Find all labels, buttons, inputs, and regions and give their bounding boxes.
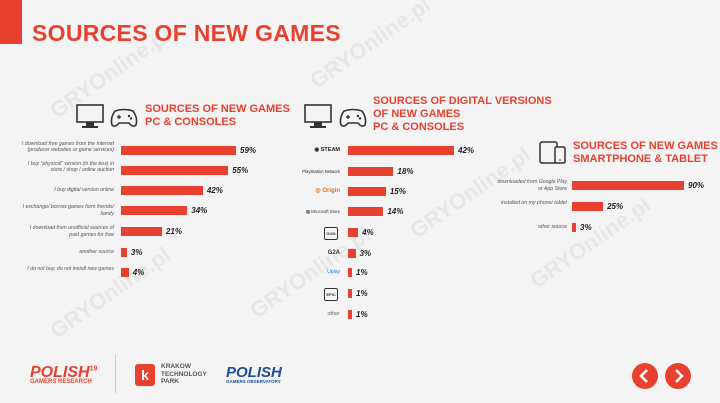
- store-logo: EPIC: [324, 288, 338, 301]
- bar: [121, 206, 188, 215]
- bar-value-label: 4%: [362, 227, 374, 237]
- store-logo: PlayStation Network: [302, 169, 340, 174]
- bar: [348, 249, 356, 258]
- store-logo: GOG: [324, 227, 338, 240]
- bar: [348, 207, 384, 216]
- chevron-left-icon: [639, 369, 648, 383]
- panel-title-mobile: SOURCES OF NEW GAMES SMARTPHONE & TABLET: [573, 140, 718, 165]
- bar-value-label: 90%: [688, 180, 705, 190]
- bar-value-label: 18%: [397, 166, 414, 176]
- watermark: GRYOnline.pl: [45, 241, 176, 344]
- store-logo: other: [327, 311, 340, 317]
- bar: [572, 223, 576, 232]
- bar-value-label: 14%: [387, 206, 404, 216]
- bar: [348, 167, 394, 176]
- ktp-mark-icon: k: [135, 364, 155, 386]
- bar: [348, 289, 352, 298]
- bar-category-label: I buy "physical" version (in the box) in…: [27, 161, 114, 174]
- bar: [121, 146, 236, 155]
- bar-value-label: 4%: [132, 267, 145, 277]
- store-logo: G2A: [327, 250, 340, 256]
- bar: [348, 146, 454, 155]
- bar: [121, 166, 229, 175]
- bar-category-label: I buy digital version online: [54, 187, 114, 194]
- bar: [121, 248, 127, 257]
- bar-category-label: I download free games from the Internet …: [22, 141, 114, 154]
- computer-icon: [76, 104, 104, 128]
- store-logo: Uplay: [327, 269, 340, 275]
- bar-value-label: 1%: [356, 288, 368, 298]
- bar-value-label: 21%: [165, 226, 182, 236]
- bar-value-label: 42%: [458, 145, 475, 155]
- bar-category-label: I do not buy, do not install new games: [27, 266, 114, 273]
- prev-slide-button[interactable]: [632, 363, 658, 389]
- bar-value-label: 1%: [356, 309, 368, 319]
- bar-value-label: 3%: [359, 248, 372, 258]
- bar: [572, 202, 604, 211]
- store-logo: ▦ Microsoft Store: [305, 209, 340, 214]
- bar-value-label: 3%: [580, 222, 592, 232]
- panel-title-pc: SOURCES OF NEW GAMES PC & CONSOLES: [145, 103, 290, 128]
- bar-value-label: 55%: [232, 165, 249, 175]
- bar: [121, 186, 203, 195]
- bar-category-label: I exchange/ borrow games form friends/ f…: [22, 204, 114, 217]
- bar-category-label: other source: [538, 224, 567, 231]
- gamepad-icon: [339, 108, 367, 127]
- bar: [572, 181, 684, 190]
- page-title: SOURCES OF NEW GAMES: [32, 20, 341, 46]
- bar: [121, 227, 162, 236]
- polish-gamers-research-logo: POLISH19 GAMERS RESEARCH: [30, 364, 98, 385]
- accent-bar: [0, 0, 22, 44]
- footer-divider: [115, 355, 116, 393]
- bar: [348, 310, 352, 319]
- bar-category-label: installed on my phone/ tablet: [500, 200, 567, 207]
- computer-icon: [304, 104, 332, 128]
- gamepad-icon: [110, 108, 138, 127]
- polish-gamers-observatory-logo: POLISH GAMERS OBSERVATORY: [226, 364, 282, 384]
- bar: [348, 228, 359, 237]
- bar: [348, 187, 386, 196]
- bar-value-label: 1%: [356, 267, 368, 277]
- bar-category-label: another source: [79, 249, 114, 256]
- store-logo: ◉ STEAM: [314, 147, 340, 153]
- phone-tablet-icon: [539, 141, 566, 164]
- bar-value-label: 42%: [206, 185, 223, 195]
- bar: [348, 268, 352, 277]
- bar-value-label: 25%: [607, 201, 624, 211]
- store-logo: ◎ Origin: [315, 188, 340, 194]
- next-slide-button[interactable]: [665, 363, 691, 389]
- bar-category-label: I download from unofficial sources of pa…: [29, 225, 114, 238]
- bar-value-label: 59%: [240, 145, 257, 155]
- chevron-right-icon: [675, 369, 684, 383]
- watermark: GRYOnline.pl: [305, 0, 436, 94]
- bar: [121, 268, 129, 277]
- bar-value-label: 34%: [191, 205, 208, 215]
- bar-value-label: 15%: [389, 186, 406, 196]
- panel-title-digital: SOURCES OF DIGITAL VERSIONS OF NEW GAMES…: [373, 95, 552, 133]
- bar-value-label: 3%: [130, 247, 143, 257]
- bar-category-label: downloaded from Google Play or App Store: [497, 179, 568, 192]
